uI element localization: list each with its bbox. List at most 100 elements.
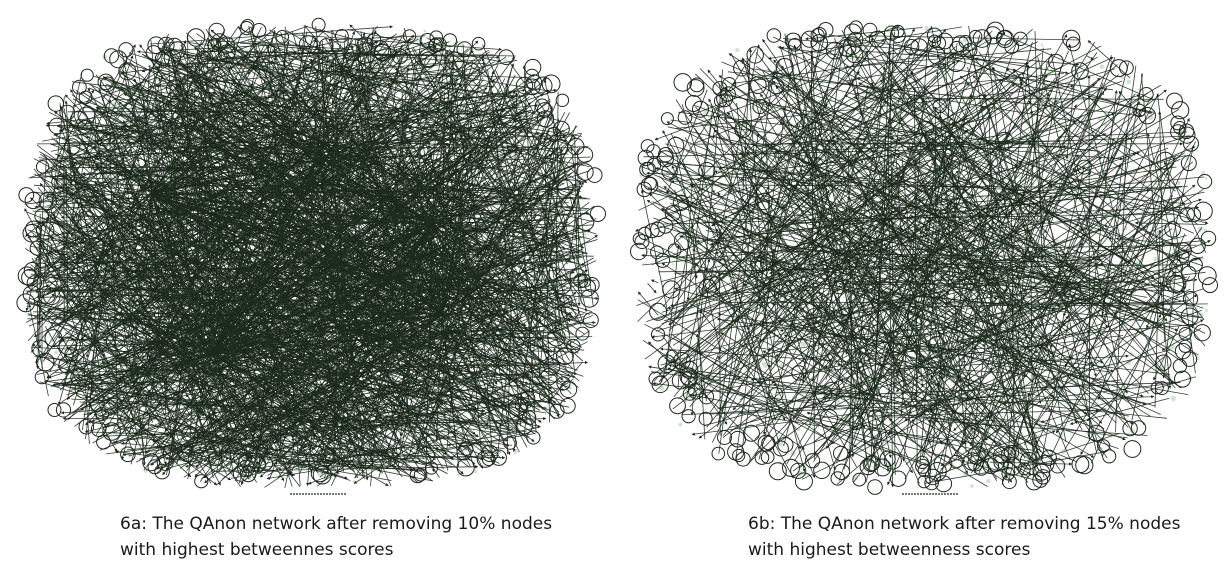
network-edge (65, 332, 287, 439)
faint-node (423, 29, 427, 33)
network-edge (30, 197, 91, 253)
network-edge (230, 447, 396, 479)
network-edge (444, 59, 473, 320)
network-edge (370, 362, 450, 400)
faint-node (1126, 79, 1132, 84)
network-node (768, 462, 787, 481)
network-edge (72, 25, 308, 107)
network-edge (62, 268, 348, 314)
faint-node (1204, 177, 1208, 180)
network-node (47, 95, 64, 112)
network-edge (573, 135, 578, 269)
network-edge (294, 44, 459, 134)
network-edge (365, 90, 563, 164)
faint-node (671, 263, 675, 266)
network-node (18, 187, 35, 203)
network-edge (129, 39, 168, 175)
network-edge (123, 93, 568, 354)
network-node (754, 450, 770, 465)
faint-node (1018, 176, 1022, 179)
network-edge (80, 40, 273, 282)
network-edge (130, 235, 193, 465)
network-node (986, 21, 1005, 39)
network-edge (650, 279, 659, 284)
network-edge (506, 92, 519, 455)
network-node (1071, 455, 1090, 474)
network-edge (419, 41, 571, 209)
network-edge (416, 101, 557, 451)
faint-node (54, 350, 58, 355)
faint-node (1153, 256, 1159, 262)
network-edge (201, 49, 516, 57)
network-edge (129, 317, 187, 390)
network-edge (101, 96, 186, 364)
network-edge (638, 59, 960, 211)
network-edge (48, 245, 105, 419)
network-edge (547, 361, 583, 404)
faint-node (102, 54, 108, 60)
network-edge (438, 297, 557, 404)
network-edge (65, 276, 333, 457)
faint-node (969, 484, 974, 488)
caption-6b-line-1: 6b: The QAnon network after removing 15%… (748, 514, 1181, 534)
faint-node (581, 231, 587, 237)
network-node (503, 436, 517, 450)
network-panel-6b: 6b: The QAnon network after removing 15%… (612, 0, 1224, 578)
network-edge (266, 45, 301, 486)
faint-node (1204, 308, 1209, 313)
network-edge (308, 393, 533, 485)
network-edge (105, 438, 219, 455)
faint-node (836, 399, 841, 404)
network-edge (494, 107, 538, 183)
network-edge (360, 31, 412, 426)
network-edge (284, 53, 523, 132)
network-node (1193, 324, 1211, 342)
network-edge (533, 180, 584, 325)
network-edge (1118, 90, 1140, 116)
network-node (717, 430, 732, 445)
network-edge (59, 103, 111, 333)
network-edge (379, 425, 400, 470)
network-edge (292, 352, 498, 455)
network-edge (457, 160, 589, 208)
network-edge (336, 462, 397, 468)
network-edge (247, 40, 319, 49)
network-panel-6a: 6a: The QAnon network after removing 10%… (16, 17, 607, 560)
network-node (650, 327, 666, 342)
caption-6a-line-2: with highest betweennes scores (120, 540, 394, 560)
network-node (147, 36, 165, 55)
faint-node (1099, 64, 1105, 69)
network-edge (391, 113, 554, 418)
network-node (1193, 201, 1213, 221)
network-edge (212, 419, 522, 424)
network-edge (508, 60, 578, 156)
network-edge (445, 50, 510, 429)
network-edge (377, 137, 488, 458)
network-node (1172, 358, 1188, 374)
network-node (443, 33, 457, 48)
network-edge (1154, 229, 1162, 408)
network-node (576, 213, 595, 232)
network-edge (61, 126, 413, 147)
network-edge (439, 273, 582, 350)
network-edge (70, 337, 574, 353)
network-node (586, 167, 603, 184)
network-node (859, 458, 877, 476)
network-edge (1072, 91, 1123, 172)
faint-node (456, 473, 460, 477)
network-edge (241, 59, 547, 297)
network-edge (236, 162, 257, 338)
network-edge (498, 114, 540, 204)
network-edge (392, 162, 565, 262)
network-node (96, 434, 111, 450)
network-edge (256, 352, 485, 416)
network-node (644, 223, 660, 239)
network-node (660, 112, 674, 126)
network-edge (555, 250, 576, 276)
network-edge (182, 52, 372, 163)
faint-node (985, 85, 989, 88)
network-edge (403, 27, 420, 96)
network-node (47, 403, 62, 417)
network-edge (1055, 154, 1179, 213)
faint-node (503, 58, 508, 63)
